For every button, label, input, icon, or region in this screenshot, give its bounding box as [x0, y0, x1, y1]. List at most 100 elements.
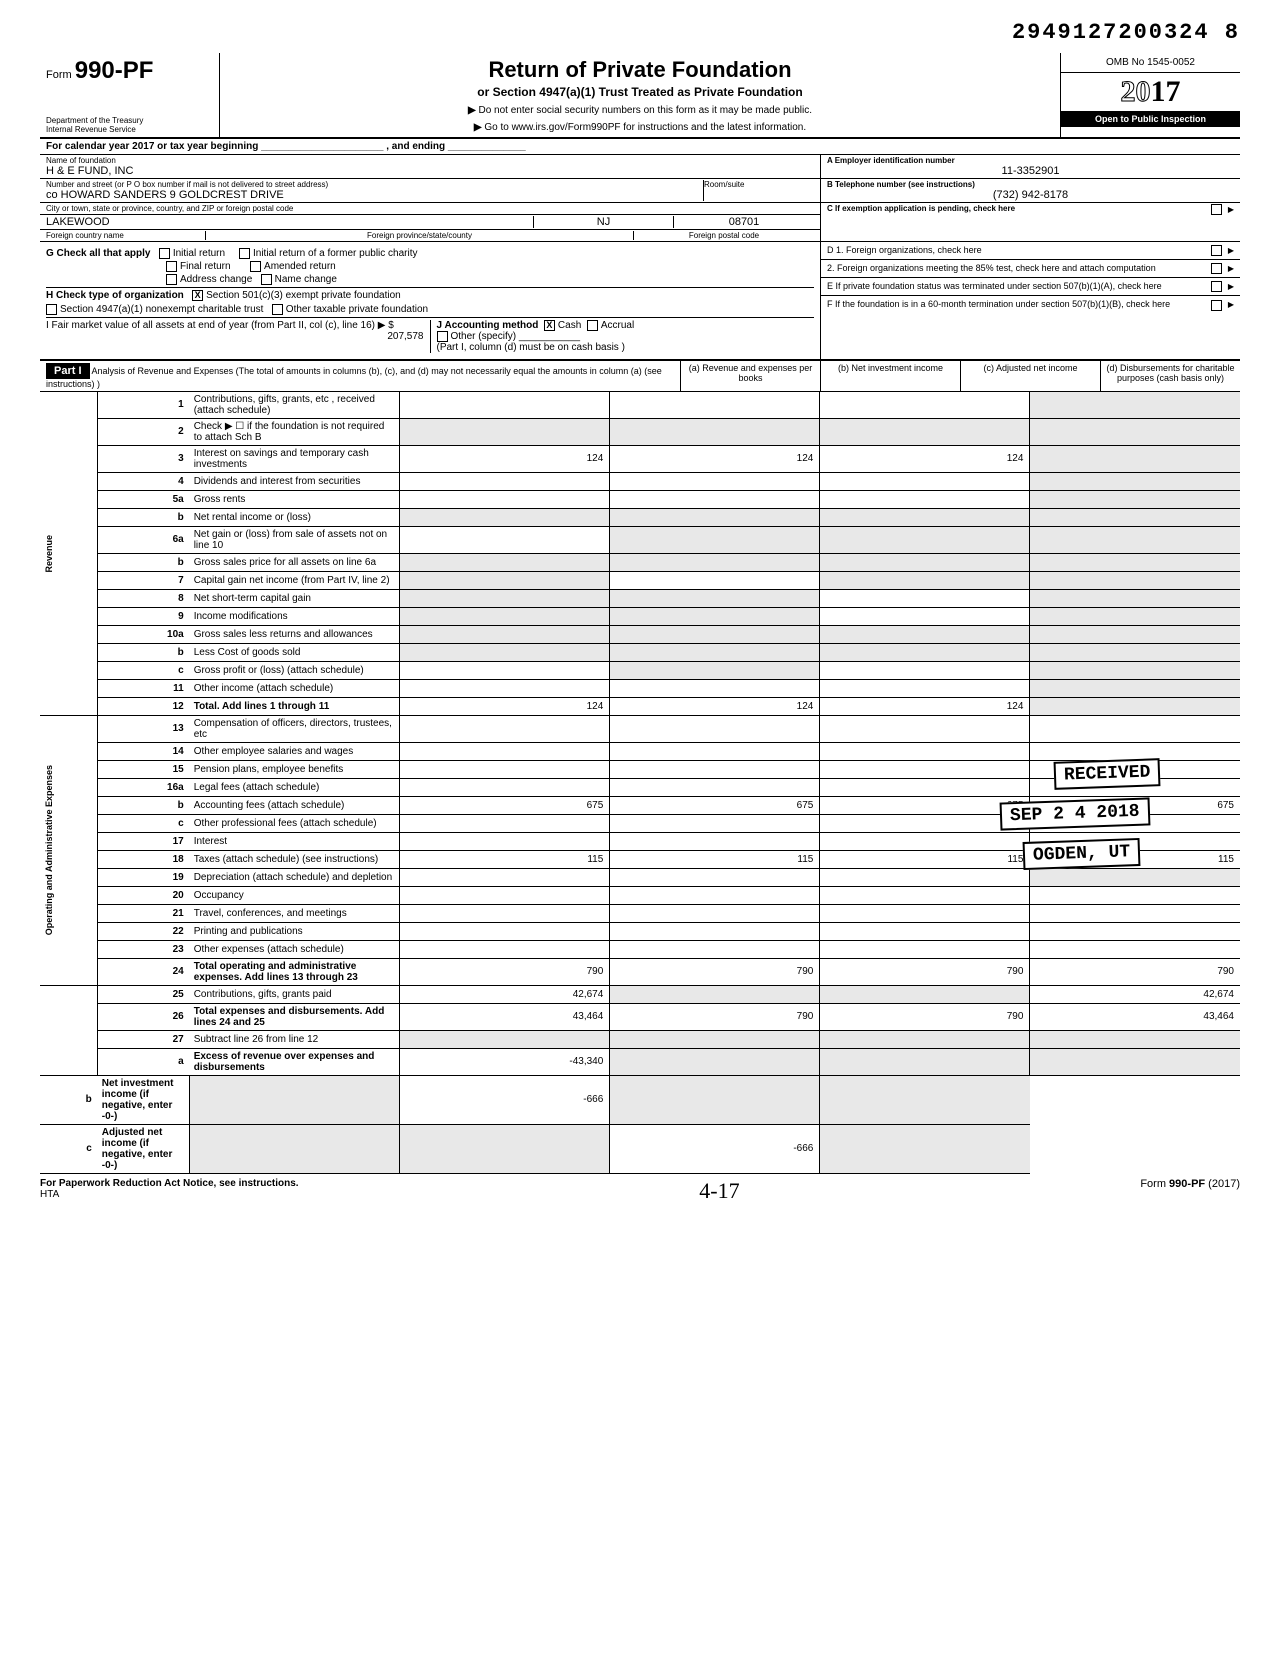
- chk-initial[interactable]: [159, 248, 170, 259]
- part1-label: Part I: [46, 363, 90, 379]
- amount-cell: [610, 886, 820, 904]
- row-number: 24: [98, 958, 190, 985]
- row-label: Compensation of officers, directors, tru…: [190, 715, 400, 742]
- amount-cell: [610, 742, 820, 760]
- e-label: E If private foundation status was termi…: [827, 281, 1162, 291]
- c-checkbox[interactable]: [1211, 204, 1222, 215]
- d1-checkbox[interactable]: [1211, 245, 1222, 256]
- amount-cell: [400, 643, 610, 661]
- amount-cell: [610, 625, 820, 643]
- amount-cell: [820, 1124, 1030, 1173]
- amount-cell: [400, 508, 610, 526]
- chk-amended[interactable]: [250, 261, 261, 272]
- chk-4947[interactable]: [46, 304, 57, 315]
- amount-cell: [610, 922, 820, 940]
- amount-cell: [1030, 607, 1240, 625]
- form-title: Return of Private Foundation: [230, 57, 1050, 83]
- row-number: 23: [98, 940, 190, 958]
- amount-cell: [820, 490, 1030, 508]
- form-header: Form 990-PF Department of the Treasury I…: [40, 53, 1240, 139]
- amount-cell: [820, 778, 1030, 796]
- open-inspection: Open to Public Inspection: [1061, 111, 1240, 127]
- row-number: 14: [98, 742, 190, 760]
- chk-501c3[interactable]: X: [192, 290, 203, 301]
- chk-cash[interactable]: X: [544, 320, 555, 331]
- e-checkbox[interactable]: [1211, 281, 1222, 292]
- d2-label: 2. Foreign organizations meeting the 85%…: [827, 263, 1156, 273]
- paperwork-notice: For Paperwork Reduction Act Notice, see …: [40, 1178, 299, 1189]
- row-label: Total operating and administrative expen…: [190, 958, 400, 985]
- chk-final[interactable]: [166, 261, 177, 272]
- table-row: cAdjusted net income (if negative, enter…: [40, 1124, 1240, 1173]
- table-row: 5aGross rents: [40, 490, 1240, 508]
- amount-cell: [820, 760, 1030, 778]
- amount-cell: 115: [610, 850, 820, 868]
- amount-cell: [1030, 472, 1240, 490]
- amount-cell: [820, 571, 1030, 589]
- instr-1: Do not enter social security numbers on …: [479, 105, 812, 116]
- row-label: Occupancy: [190, 886, 400, 904]
- d2-checkbox[interactable]: [1211, 263, 1222, 274]
- table-row: 25Contributions, gifts, grants paid42,67…: [40, 985, 1240, 1003]
- amount-cell: [1030, 1048, 1240, 1075]
- row-label: Adjusted net income (if negative, enter …: [98, 1124, 190, 1173]
- f-checkbox[interactable]: [1211, 300, 1222, 311]
- amount-cell: [820, 589, 1030, 607]
- amount-cell: [610, 508, 820, 526]
- tax-year: 2017: [1061, 73, 1240, 111]
- amount-cell: [1030, 508, 1240, 526]
- row-number: 1: [98, 392, 190, 419]
- amount-cell: [1030, 679, 1240, 697]
- row-label: Interest on savings and temporary cash i…: [190, 445, 400, 472]
- amount-cell: [400, 778, 610, 796]
- amount-cell: [820, 625, 1030, 643]
- chk-other-method[interactable]: [437, 331, 448, 342]
- amount-cell: [1030, 868, 1240, 886]
- amount-cell: [1030, 589, 1240, 607]
- amount-cell: 790: [400, 958, 610, 985]
- chk-accrual[interactable]: [587, 320, 598, 331]
- amount-cell: [1030, 715, 1240, 742]
- row-label: Pension plans, employee benefits: [190, 760, 400, 778]
- row-label: Travel, conferences, and meetings: [190, 904, 400, 922]
- row-label: Contributions, gifts, grants paid: [190, 985, 400, 1003]
- amount-cell: 790: [610, 958, 820, 985]
- row-number: c: [98, 814, 190, 832]
- table-row: 20Occupancy: [40, 886, 1240, 904]
- i-value: 207,578: [387, 331, 423, 342]
- c-label: C If exemption application is pending, c…: [827, 204, 1015, 215]
- amount-cell: [610, 1048, 820, 1075]
- chk-initial-former[interactable]: [239, 248, 250, 259]
- amount-cell: [820, 922, 1030, 940]
- amount-cell: [400, 715, 610, 742]
- i-label: I Fair market value of all assets at end…: [46, 320, 394, 331]
- row-label: Less Cost of goods sold: [190, 643, 400, 661]
- chk-other-tax[interactable]: [272, 304, 283, 315]
- row-label: Subtract line 26 from line 12: [190, 1030, 400, 1048]
- row-label: Net short-term capital gain: [190, 589, 400, 607]
- amount-cell: 790: [820, 958, 1030, 985]
- row-label: Total. Add lines 1 through 11: [190, 697, 400, 715]
- row-number: 4: [98, 472, 190, 490]
- amount-cell: [820, 886, 1030, 904]
- row-label: Printing and publications: [190, 922, 400, 940]
- chk-address[interactable]: [166, 274, 177, 285]
- amount-cell: [1030, 742, 1240, 760]
- amount-cell: [1030, 526, 1240, 553]
- form-footer-right: Form 990-PF (2017): [1140, 1178, 1240, 1204]
- amount-cell: [820, 832, 1030, 850]
- chk-name[interactable]: [261, 274, 272, 285]
- amount-cell: [400, 418, 610, 445]
- telephone: (732) 942-8178: [827, 189, 1234, 201]
- row-number: 17: [98, 832, 190, 850]
- amount-cell: [400, 922, 610, 940]
- table-row: 12Total. Add lines 1 through 11124124124: [40, 697, 1240, 715]
- amount-cell: [610, 778, 820, 796]
- table-row: bNet rental income or (loss): [40, 508, 1240, 526]
- amount-cell: 42,674: [400, 985, 610, 1003]
- amount-cell: [820, 643, 1030, 661]
- amount-cell: [1030, 553, 1240, 571]
- row-number: a: [98, 1048, 190, 1075]
- amount-cell: [400, 472, 610, 490]
- row-label: Capital gain net income (from Part IV, l…: [190, 571, 400, 589]
